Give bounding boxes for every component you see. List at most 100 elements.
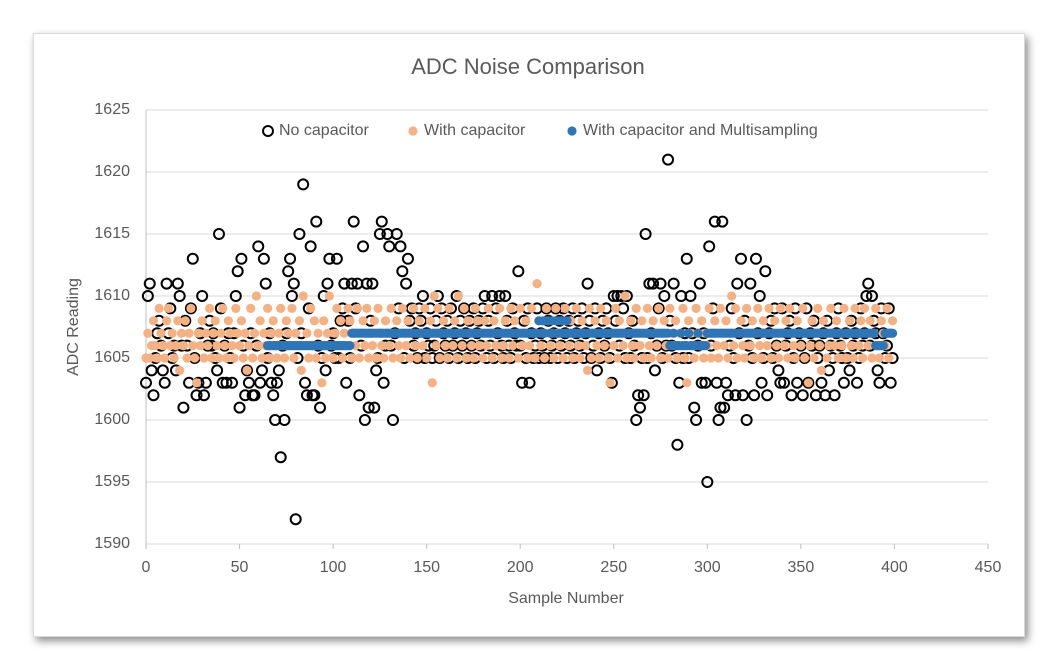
point (874, 353, 885, 363)
point (667, 277, 680, 290)
point (163, 303, 174, 313)
point (672, 353, 682, 363)
point (802, 376, 815, 389)
point (730, 303, 741, 313)
point (235, 252, 248, 265)
point (629, 353, 639, 363)
point (584, 303, 595, 313)
point (756, 353, 767, 363)
point (360, 277, 373, 290)
point (536, 341, 546, 351)
point (256, 364, 269, 377)
point (377, 376, 390, 389)
point (412, 353, 422, 363)
point (609, 341, 619, 351)
point (319, 364, 332, 377)
point (693, 328, 703, 338)
point (773, 353, 784, 363)
point (160, 353, 170, 363)
y-tick-label: 1615 (94, 225, 130, 242)
point (631, 303, 641, 313)
point (510, 316, 520, 326)
legend-marker (408, 126, 418, 136)
point (265, 376, 278, 389)
point (345, 316, 355, 326)
point (150, 341, 160, 351)
point (296, 365, 306, 375)
point (766, 353, 776, 363)
chart-title: ADC Noise Comparison (411, 54, 645, 79)
point (343, 303, 353, 313)
point (375, 215, 388, 228)
point (671, 438, 684, 451)
point (276, 303, 286, 313)
point (704, 303, 714, 313)
point (171, 277, 184, 290)
x-tick-label: 200 (507, 559, 534, 576)
point (809, 353, 819, 363)
point (748, 389, 761, 402)
x-tick-label: 400 (881, 559, 908, 576)
y-tick-label: 1590 (94, 535, 130, 552)
point (753, 303, 763, 313)
point (255, 316, 265, 326)
point (425, 316, 436, 326)
point (184, 302, 197, 315)
point (633, 401, 646, 414)
point (682, 378, 692, 388)
x-axis-label: Sample Number (508, 590, 624, 607)
point (647, 277, 660, 290)
point (577, 316, 587, 326)
point (386, 303, 396, 313)
x-tick-label: 100 (320, 559, 347, 576)
series (263, 316, 898, 351)
point (353, 389, 366, 402)
point (380, 316, 391, 326)
point (729, 389, 742, 402)
point (403, 316, 413, 326)
point (414, 316, 424, 326)
point (319, 316, 329, 326)
point (368, 401, 381, 414)
point (854, 341, 864, 351)
point (788, 341, 799, 351)
point (745, 341, 755, 351)
point (513, 353, 523, 363)
point (800, 353, 810, 363)
point (429, 291, 439, 301)
point (186, 303, 196, 313)
point (504, 353, 514, 363)
point (143, 277, 156, 290)
point (774, 376, 787, 389)
point (839, 303, 849, 313)
point (463, 316, 473, 326)
point (755, 376, 768, 389)
point (837, 376, 850, 389)
point (201, 328, 211, 338)
point (545, 341, 555, 351)
point (321, 353, 331, 363)
point (478, 290, 491, 302)
point (252, 240, 265, 253)
point (486, 290, 499, 302)
point (639, 228, 652, 240)
point (191, 378, 202, 388)
point (684, 290, 697, 302)
point (448, 341, 458, 351)
point (420, 303, 430, 313)
point (197, 316, 207, 326)
point (392, 316, 402, 326)
point (384, 341, 394, 351)
point (826, 303, 836, 313)
point (367, 341, 378, 351)
point (740, 414, 753, 426)
point (231, 303, 241, 313)
point (549, 353, 559, 363)
point (851, 376, 864, 389)
point (499, 290, 512, 302)
point (680, 353, 690, 363)
point (259, 277, 272, 290)
point (713, 353, 724, 363)
point (712, 414, 725, 426)
point (611, 303, 621, 313)
